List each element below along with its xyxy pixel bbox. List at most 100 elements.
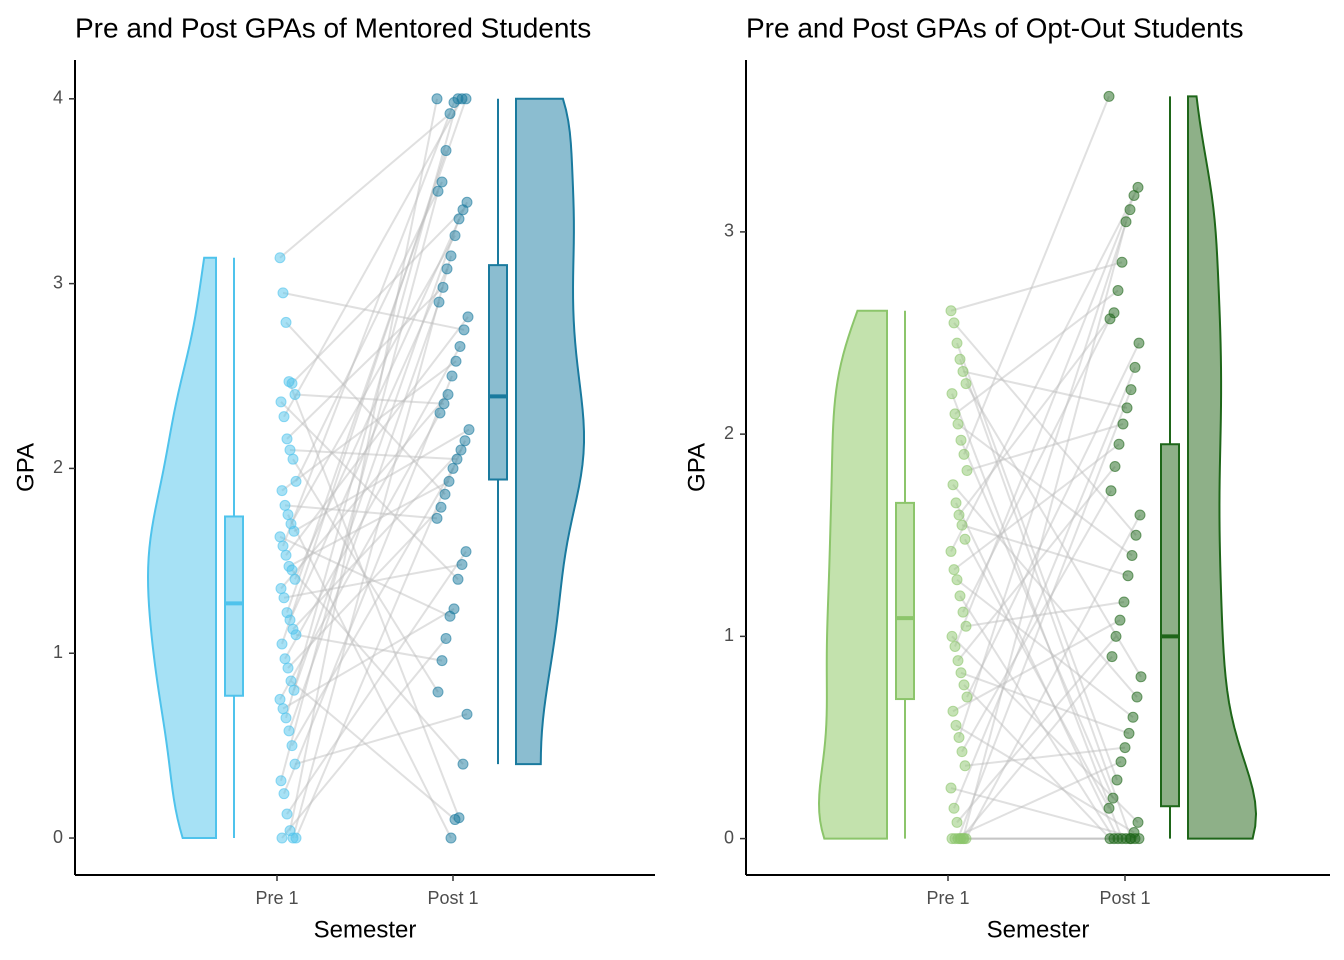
x-tick-label: Post 1 (427, 888, 478, 908)
y-tick-label: 1 (53, 642, 63, 662)
pair-line (281, 637, 447, 839)
point (276, 638, 288, 650)
pair-line (291, 569, 464, 765)
point (948, 564, 960, 576)
pair-line (291, 467, 454, 747)
point (288, 525, 300, 537)
point (1120, 216, 1132, 228)
point (952, 655, 964, 667)
point (290, 832, 302, 844)
point (431, 93, 443, 105)
pair-line (959, 595, 1115, 840)
point (1114, 614, 1126, 626)
pair-line (286, 98, 467, 613)
point (443, 475, 455, 487)
point (436, 176, 448, 188)
pair-line (959, 358, 1132, 839)
point (279, 499, 291, 511)
point (444, 108, 456, 120)
pair-line (288, 480, 450, 568)
pair-line (965, 383, 1142, 678)
pair-line (283, 98, 463, 418)
point (455, 444, 467, 456)
point (280, 712, 292, 724)
point (275, 396, 287, 408)
pair-line (287, 514, 452, 839)
point (278, 788, 290, 800)
box (1160, 443, 1180, 808)
point (442, 389, 454, 401)
point (1127, 711, 1139, 723)
pair-line (963, 96, 1110, 455)
y-axis-label: GPA (12, 443, 39, 492)
pair-line (957, 389, 1132, 839)
point (449, 230, 461, 242)
point (1119, 742, 1131, 754)
box (224, 515, 244, 697)
point (451, 453, 463, 465)
pair-line (290, 680, 456, 821)
point (955, 434, 967, 446)
pair-line (956, 342, 1118, 781)
point (1124, 204, 1136, 216)
pair-line (281, 360, 457, 492)
point (274, 531, 286, 543)
pair-line (279, 112, 451, 259)
point (458, 324, 470, 336)
y-tick-label: 2 (724, 423, 734, 443)
pair-line (295, 181, 443, 482)
point (285, 675, 297, 687)
y-tick-label: 4 (53, 88, 63, 108)
point (958, 448, 970, 460)
y-tick-label: 0 (724, 827, 734, 847)
pair-line (964, 538, 1110, 809)
point (1135, 671, 1147, 683)
y-tick-label: 2 (53, 457, 63, 477)
point (1126, 549, 1138, 561)
point (949, 640, 961, 652)
point (1125, 384, 1137, 396)
point (280, 316, 292, 328)
y-tick-label: 3 (53, 272, 63, 292)
point (284, 444, 296, 456)
point (1104, 833, 1116, 845)
point (953, 731, 965, 743)
point (282, 662, 294, 674)
point (432, 686, 444, 698)
point (436, 655, 448, 667)
point (276, 485, 288, 497)
point (961, 691, 973, 703)
pair-line (965, 600, 1125, 628)
point (462, 311, 474, 323)
y-axis-label: GPA (683, 443, 710, 492)
y-tick-label: 1 (724, 625, 734, 645)
point (957, 365, 969, 377)
point (439, 488, 451, 500)
point (951, 816, 963, 828)
point (456, 559, 468, 571)
point (279, 653, 291, 665)
pair-line (291, 208, 464, 385)
point (445, 832, 457, 844)
pair-line (965, 514, 1141, 840)
point (286, 377, 298, 389)
chart-title: Pre and Post GPAs of Mentored Students (75, 12, 591, 43)
pair-line (289, 268, 448, 621)
point (274, 693, 286, 705)
point (275, 583, 287, 595)
pair-line (962, 318, 1111, 613)
point (945, 782, 957, 794)
point (277, 287, 289, 299)
point (440, 632, 452, 644)
pair-line (953, 322, 1137, 536)
pair-line (956, 635, 1117, 824)
point (1107, 792, 1119, 804)
point (278, 411, 290, 423)
point (432, 185, 444, 197)
point (440, 145, 452, 157)
pair-line (951, 393, 1123, 839)
x-axis-label: Semester (987, 916, 1090, 943)
pair-line (284, 504, 438, 520)
violin (146, 256, 217, 840)
